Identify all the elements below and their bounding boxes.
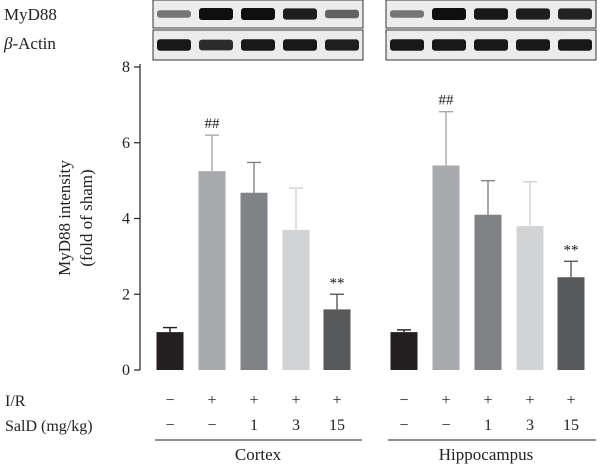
significance-mark: ** <box>330 275 345 291</box>
bar <box>516 226 544 370</box>
bar <box>198 171 226 370</box>
blot-band <box>432 8 466 20</box>
bar <box>557 277 585 370</box>
bar <box>282 229 310 370</box>
condition-value: 3 <box>292 417 300 434</box>
error-bars <box>163 110 578 333</box>
y-tick-label: 6 <box>122 135 130 152</box>
condition-value: − <box>399 417 408 434</box>
blot-band <box>157 10 191 18</box>
condition-value: + <box>291 392 300 409</box>
chart-axes: 0 2 4 6 8 MyD88 intensity (fold of sham) <box>55 59 141 379</box>
condition-value: 3 <box>526 417 534 434</box>
blot-band <box>199 8 233 20</box>
y-tick-label: 4 <box>122 211 130 228</box>
blot-band <box>325 9 359 19</box>
condition-value: − <box>399 392 408 409</box>
condition-value: − <box>207 417 216 434</box>
y-axis-label-line1: MyD88 intensity <box>55 160 74 276</box>
bar <box>432 165 460 370</box>
condition-value: + <box>332 392 341 409</box>
y-axis-label-line2: (fold of sham) <box>77 169 96 266</box>
significance-annotations: ## ** ## ** <box>205 93 579 292</box>
blot-label-myd88: MyD88 <box>4 5 57 24</box>
condition-value: + <box>207 392 216 409</box>
blot-band <box>325 39 359 51</box>
significance-mark: ## <box>205 116 221 132</box>
condition-value: 1 <box>250 417 258 434</box>
y-ticks: 0 2 4 6 8 <box>122 59 140 379</box>
blot-band <box>390 10 424 18</box>
group-label-hippocampus: Hippocampus <box>439 445 533 464</box>
blot-band <box>474 8 508 20</box>
condition-value: 15 <box>329 417 345 434</box>
condition-value: + <box>483 392 492 409</box>
blot-band <box>516 39 550 51</box>
blot-band <box>283 8 317 20</box>
condition-table: I/R SalD (mg/kg) − + + + + − + + + +− −1 3 15− −1 3 15 … <box>5 392 596 464</box>
blot-band <box>283 39 317 51</box>
condition-value: 1 <box>484 417 492 434</box>
condition-value: − <box>441 417 450 434</box>
y-tick-label: 0 <box>122 362 130 379</box>
condition-value: + <box>525 392 534 409</box>
condition-label-sald: SalD (mg/kg) <box>5 418 93 435</box>
bar <box>156 332 184 370</box>
blot-band <box>474 39 508 51</box>
bar <box>240 192 268 370</box>
y-tick-label: 8 <box>122 59 130 76</box>
bar <box>323 309 351 370</box>
group-label-cortex: Cortex <box>235 445 282 464</box>
condition-value: 15 <box>563 417 579 434</box>
blot-label-beta-actin: β-Actin <box>3 34 56 53</box>
blot-panels <box>152 0 597 61</box>
condition-label-ir: I/R <box>5 393 26 410</box>
bars <box>156 165 585 370</box>
condition-values: − + + + + − + + + + − − 1 3 15 − − 1 3 15 <box>165 392 579 434</box>
blot-band <box>558 39 592 51</box>
blot-band <box>516 8 550 20</box>
blot-band <box>390 39 424 51</box>
significance-mark: ## <box>439 93 455 109</box>
bar <box>474 214 502 370</box>
condition-value: + <box>566 392 575 409</box>
blot-band <box>157 39 191 51</box>
y-tick-label: 2 <box>122 286 130 303</box>
blot-band <box>241 39 275 51</box>
condition-value: − <box>165 417 174 434</box>
condition-value: − <box>165 392 174 409</box>
blot-band <box>241 8 275 20</box>
significance-mark: ** <box>564 242 579 258</box>
blot-band <box>432 39 466 51</box>
condition-value: + <box>441 392 450 409</box>
bar <box>390 332 418 370</box>
blot-band <box>199 39 233 51</box>
western-blot: MyD88 β-Actin <box>3 0 597 61</box>
blot-band <box>558 8 592 20</box>
condition-value: + <box>249 392 258 409</box>
